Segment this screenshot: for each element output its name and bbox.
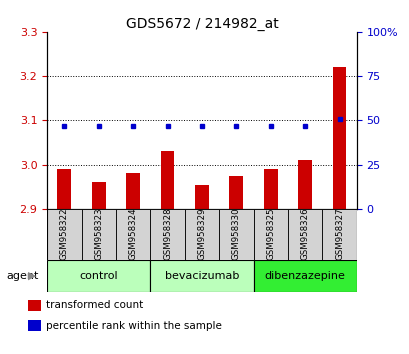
Text: percentile rank within the sample: percentile rank within the sample — [46, 321, 222, 331]
Text: GSM958323: GSM958323 — [94, 207, 103, 260]
Bar — [229, 176, 243, 209]
Text: bevacizumab: bevacizumab — [164, 271, 238, 281]
Title: GDS5672 / 214982_at: GDS5672 / 214982_at — [125, 17, 278, 31]
Text: GSM958326: GSM958326 — [300, 207, 309, 260]
Bar — [287, 209, 321, 260]
Text: transformed count: transformed count — [46, 300, 143, 310]
Text: control: control — [79, 271, 118, 281]
Bar — [150, 209, 184, 260]
Bar — [81, 209, 116, 260]
Bar — [47, 260, 150, 292]
Text: ▶: ▶ — [28, 271, 36, 281]
Bar — [57, 169, 71, 209]
Bar — [160, 151, 174, 209]
Bar — [28, 320, 41, 331]
Bar — [218, 209, 253, 260]
Bar — [184, 209, 218, 260]
Bar — [126, 173, 140, 209]
Bar — [195, 184, 208, 209]
Text: GSM958327: GSM958327 — [334, 207, 343, 260]
Bar — [297, 160, 311, 209]
Bar — [150, 260, 253, 292]
Text: GSM958324: GSM958324 — [128, 207, 137, 260]
Text: GSM958322: GSM958322 — [60, 207, 69, 260]
Text: GSM958325: GSM958325 — [265, 207, 274, 260]
Text: GSM958330: GSM958330 — [231, 207, 240, 260]
Bar — [92, 182, 106, 209]
Text: dibenzazepine: dibenzazepine — [264, 271, 345, 281]
Bar — [263, 169, 277, 209]
Bar — [47, 209, 81, 260]
Bar — [253, 260, 356, 292]
Bar — [332, 67, 346, 209]
Text: agent: agent — [6, 271, 38, 281]
Bar — [116, 209, 150, 260]
Text: GSM958329: GSM958329 — [197, 207, 206, 260]
Bar — [253, 209, 287, 260]
Bar — [28, 300, 41, 311]
Text: GSM958328: GSM958328 — [163, 207, 172, 260]
Bar — [321, 209, 356, 260]
